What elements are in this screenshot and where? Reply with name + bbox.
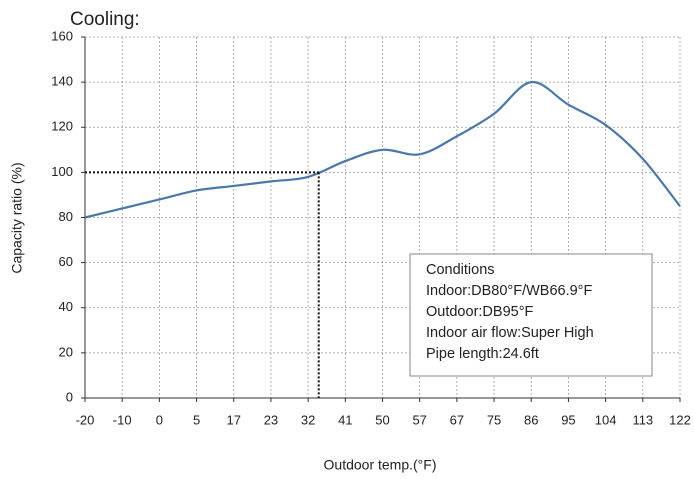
y-axis-label: Capacity ratio (%): [9, 162, 25, 273]
x-tick-label: 50: [375, 412, 389, 427]
conditions-text: Indoor air flow:Super High: [426, 325, 594, 341]
x-tick-label: 75: [487, 412, 501, 427]
x-tick-label: 113: [632, 412, 653, 427]
x-tick-label: 0: [156, 412, 163, 427]
y-tick-label: 40: [59, 299, 73, 314]
data-line: [84, 81, 681, 219]
x-tick-label: -10: [113, 412, 132, 427]
x-tick-label: 104: [595, 412, 617, 427]
x-tick-label: 41: [338, 412, 352, 427]
x-tick-label: 23: [264, 412, 278, 427]
conditions-box: [409, 253, 653, 377]
x-tick-label: 67: [450, 412, 464, 427]
y-tick-label: 0: [66, 389, 73, 404]
x-tick-label: 5: [193, 412, 200, 427]
x-tick-label: 95: [561, 412, 575, 427]
y-tick-label: 140: [51, 74, 73, 89]
x-axis-label: Outdoor temp.(°F): [324, 457, 437, 473]
x-tick-label: 57: [412, 412, 426, 427]
chart-title: Cooling:: [70, 9, 140, 30]
x-tick-label: 17: [227, 412, 241, 427]
y-tick-label: 120: [51, 119, 73, 134]
y-tick-label: 60: [59, 254, 73, 269]
y-tick-label: 80: [59, 209, 73, 224]
y-tick-label: 160: [51, 28, 73, 43]
conditions-text: Pipe length:24.6ft: [426, 346, 539, 362]
conditions-text: Outdoor:DB95°F: [426, 304, 533, 320]
conditions-text: Indoor:DB80°F/WB66.9°F: [426, 283, 592, 299]
x-tick-label: 122: [669, 412, 691, 427]
y-tick-label: 20: [59, 344, 73, 359]
y-tick-label: 100: [51, 164, 73, 179]
x-tick-label: 86: [524, 412, 538, 427]
conditions-text: Conditions: [426, 262, 495, 278]
x-tick-label: 32: [301, 412, 315, 427]
x-tick-label: -20: [76, 412, 95, 427]
